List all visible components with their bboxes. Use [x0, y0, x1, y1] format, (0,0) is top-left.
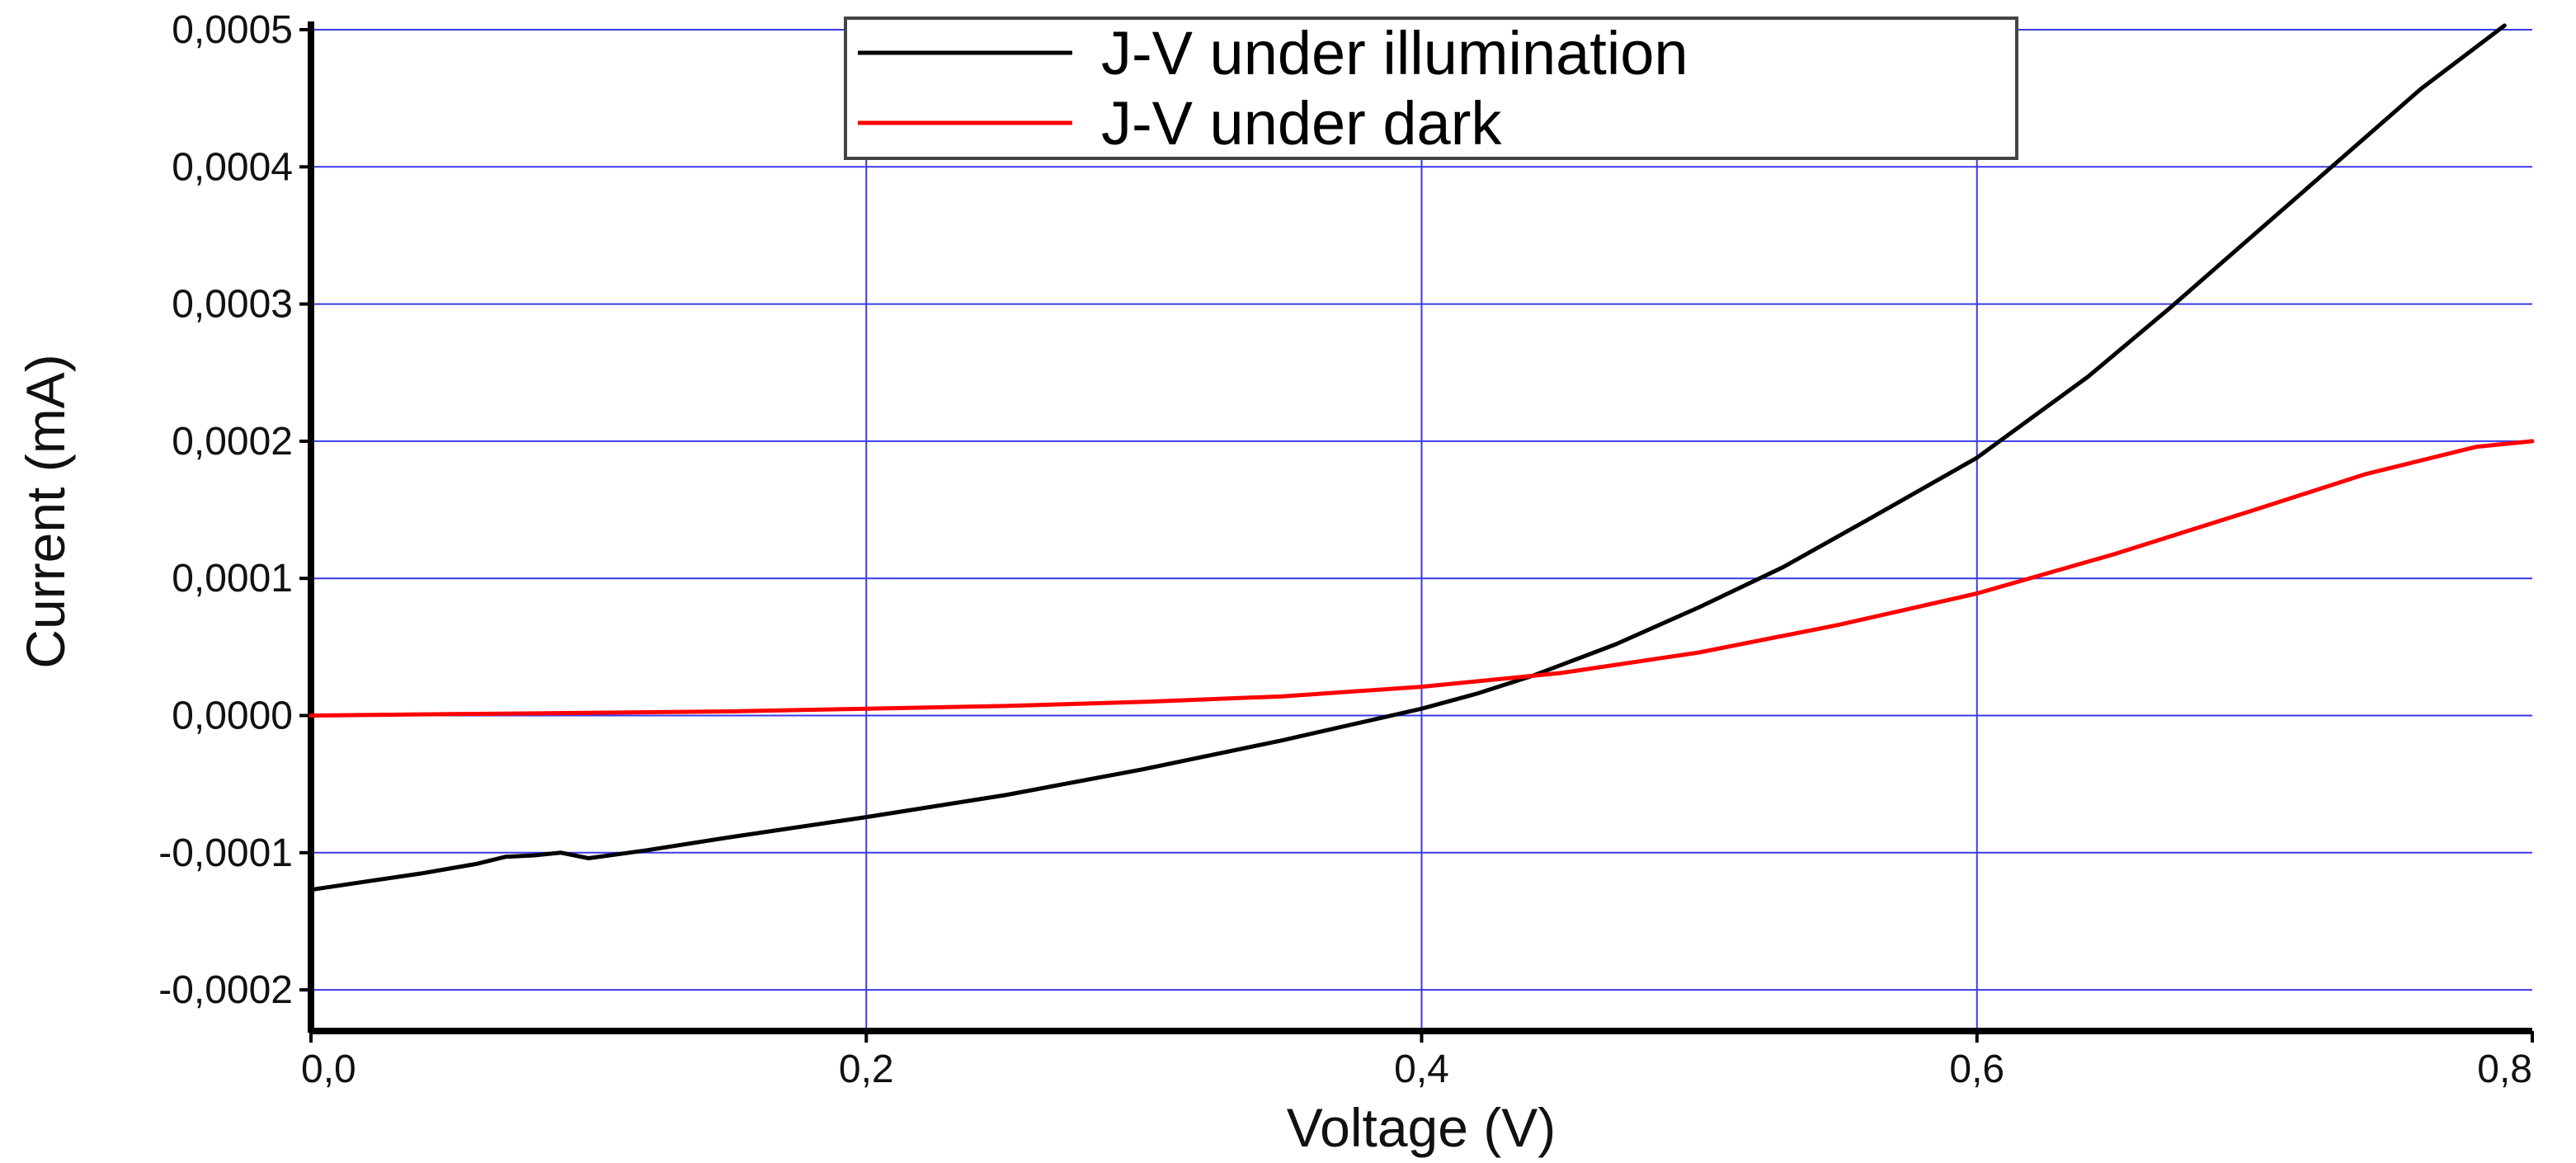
legend-label-illumination: J-V under illumination — [1101, 19, 1688, 87]
series-line-illumination — [308, 23, 2507, 892]
y-tick-label: 0,0005 — [172, 8, 293, 52]
x-tick-label: 0,8 — [2477, 1048, 2532, 1091]
y-tick-label: -0,0002 — [158, 968, 293, 1012]
series-lines — [308, 23, 2535, 892]
legend: J-V under illumination J-V under dark — [844, 16, 2018, 160]
x-tick-label: 0,0 — [301, 1048, 356, 1091]
legend-label-dark: J-V under dark — [1101, 89, 1502, 158]
grid — [311, 29, 2532, 1031]
x-tick-label: 0,2 — [839, 1048, 894, 1091]
x-tick-label: 0,4 — [1394, 1048, 1449, 1091]
legend-box — [844, 16, 2018, 160]
y-axis-title: Current (mA) — [15, 354, 76, 668]
series-line-dark — [308, 439, 2535, 718]
x-tick-label: 0,6 — [1949, 1048, 2004, 1091]
x-axis-title: Voltage (V) — [1287, 1097, 1556, 1158]
y-tick-label: -0,0001 — [158, 831, 293, 875]
y-tick-label: 0,0003 — [172, 283, 293, 327]
tick-labels: -0,0002 -0,0001 0,0000 0,0001 0,0002 0,0003 0,… — [158, 8, 2532, 1091]
y-tick-label: 0,0002 — [172, 420, 293, 464]
y-tick-label: 0,0004 — [172, 145, 293, 189]
y-tick-label: 0,0000 — [172, 695, 293, 738]
y-tick-label: 0,0001 — [172, 557, 293, 600]
axes — [299, 21, 2534, 1043]
